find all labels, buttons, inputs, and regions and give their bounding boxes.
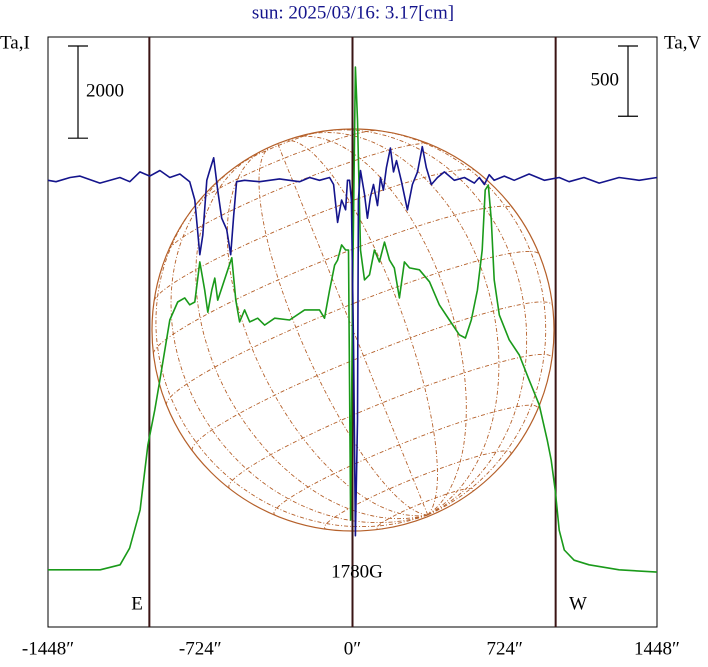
disk-meridian [195, 156, 428, 520]
annotation: E [131, 593, 143, 614]
scale-bar-label: 2000 [86, 80, 124, 101]
disk-meridian [155, 195, 428, 528]
disk-parallel [273, 404, 539, 516]
disk-meridian [292, 135, 467, 516]
data-line [47, 145, 658, 537]
disk-meridian [170, 164, 428, 524]
disk-parallel [323, 450, 512, 530]
annotation: W [569, 593, 587, 614]
disk-meridian [285, 140, 438, 516]
annotation: 1780G [331, 561, 383, 582]
disk-meridian [367, 129, 547, 516]
chart-title: sun: 2025/03/16: 3.17[cm] [252, 2, 454, 23]
x-tick-label: 724″ [487, 638, 523, 659]
x-tick-label: -724″ [179, 638, 222, 659]
disk-parallel [196, 130, 378, 204]
disk-parallel [152, 205, 514, 354]
disk-meridian [258, 146, 428, 516]
disk-parallel [228, 353, 553, 489]
y2-axis-label: Ta,V [664, 32, 701, 53]
x-tick-label: 0″ [344, 638, 361, 659]
x-tick-label: -1448″ [22, 638, 74, 659]
disk-parallel [153, 168, 476, 301]
disk-meridian [226, 149, 428, 517]
disk-parallel [376, 487, 474, 530]
y-axis-label: Ta,I [0, 32, 30, 53]
disk-meridian [305, 132, 500, 516]
scale-bar-label: 500 [591, 69, 620, 90]
x-tick-label: 1448″ [634, 638, 680, 659]
